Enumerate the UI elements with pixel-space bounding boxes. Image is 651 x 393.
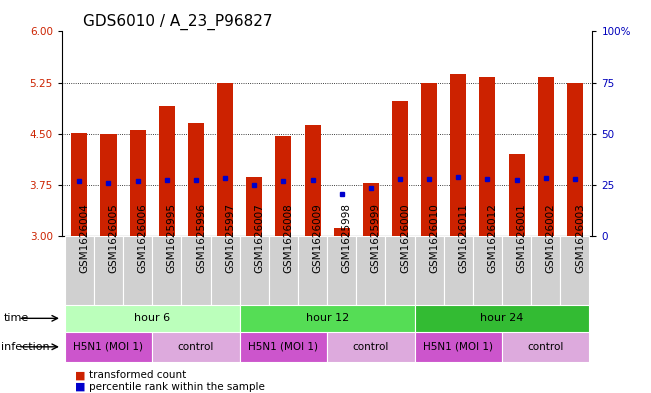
Bar (188, 123, 204, 236)
Bar (64, 305, 240, 332)
Bar (275, 136, 292, 236)
Bar (327, 236, 356, 305)
Text: GSM1625995: GSM1625995 (167, 203, 177, 273)
Bar (217, 83, 233, 236)
Text: percentile rank within the sample: percentile rank within the sample (89, 382, 265, 392)
Text: ■: ■ (75, 370, 85, 380)
Bar (94, 236, 123, 305)
Text: H5N1 (MOI 1): H5N1 (MOI 1) (423, 342, 493, 352)
Bar (363, 183, 379, 236)
Text: H5N1 (MOI 1): H5N1 (MOI 1) (74, 342, 143, 352)
Text: control: control (178, 342, 214, 352)
Text: H5N1 (MOI 1): H5N1 (MOI 1) (249, 342, 318, 352)
Bar (298, 236, 327, 305)
Text: GSM1626010: GSM1626010 (429, 203, 439, 273)
Bar (240, 332, 327, 362)
Text: GSM1625996: GSM1625996 (196, 203, 206, 273)
Bar (152, 236, 182, 305)
Bar (415, 305, 590, 332)
Text: hour 24: hour 24 (480, 313, 523, 323)
Bar (508, 154, 525, 236)
Bar (392, 101, 408, 236)
Bar (240, 236, 269, 305)
Text: control: control (527, 342, 564, 352)
Bar (210, 236, 240, 305)
Bar (269, 236, 298, 305)
Text: hour 12: hour 12 (305, 313, 349, 323)
Bar (64, 236, 94, 305)
Bar (502, 236, 531, 305)
Bar (479, 77, 495, 236)
Text: GSM1626006: GSM1626006 (137, 203, 148, 273)
Text: GSM1626007: GSM1626007 (255, 203, 264, 273)
Bar (502, 332, 590, 362)
Text: GSM1625997: GSM1625997 (225, 203, 235, 273)
Bar (240, 305, 415, 332)
Bar (473, 236, 502, 305)
Bar (182, 236, 210, 305)
Text: transformed count: transformed count (89, 370, 186, 380)
Text: hour 6: hour 6 (134, 313, 171, 323)
Bar (444, 236, 473, 305)
Bar (415, 332, 502, 362)
Bar (567, 83, 583, 236)
Bar (334, 228, 350, 236)
Bar (64, 332, 152, 362)
Text: ■: ■ (75, 382, 85, 392)
Bar (531, 236, 561, 305)
Text: GSM1626012: GSM1626012 (488, 203, 497, 273)
Text: GSM1626003: GSM1626003 (575, 203, 585, 273)
Bar (305, 125, 320, 236)
Text: GDS6010 / A_23_P96827: GDS6010 / A_23_P96827 (83, 14, 273, 30)
Bar (72, 133, 87, 236)
Text: GSM1626005: GSM1626005 (109, 203, 118, 273)
Text: time: time (3, 313, 29, 323)
Text: GSM1625998: GSM1625998 (342, 203, 352, 273)
Bar (130, 130, 146, 236)
Bar (356, 236, 385, 305)
Text: GSM1626008: GSM1626008 (283, 203, 294, 273)
Text: GSM1625999: GSM1625999 (371, 203, 381, 273)
Bar (327, 332, 415, 362)
Bar (159, 107, 175, 236)
Bar (421, 83, 437, 236)
Bar (450, 73, 466, 236)
Bar (100, 134, 117, 236)
Text: GSM1626009: GSM1626009 (312, 203, 322, 273)
Text: infection: infection (1, 342, 49, 352)
Text: GSM1626004: GSM1626004 (79, 203, 89, 273)
Bar (123, 236, 152, 305)
Bar (152, 332, 240, 362)
Text: GSM1626000: GSM1626000 (400, 203, 410, 273)
Text: GSM1626011: GSM1626011 (458, 203, 468, 273)
Text: GSM1626001: GSM1626001 (517, 203, 527, 273)
Text: control: control (353, 342, 389, 352)
Bar (246, 176, 262, 236)
Bar (538, 77, 554, 236)
Bar (415, 236, 444, 305)
Bar (385, 236, 415, 305)
Text: GSM1626002: GSM1626002 (546, 203, 556, 273)
Bar (561, 236, 590, 305)
